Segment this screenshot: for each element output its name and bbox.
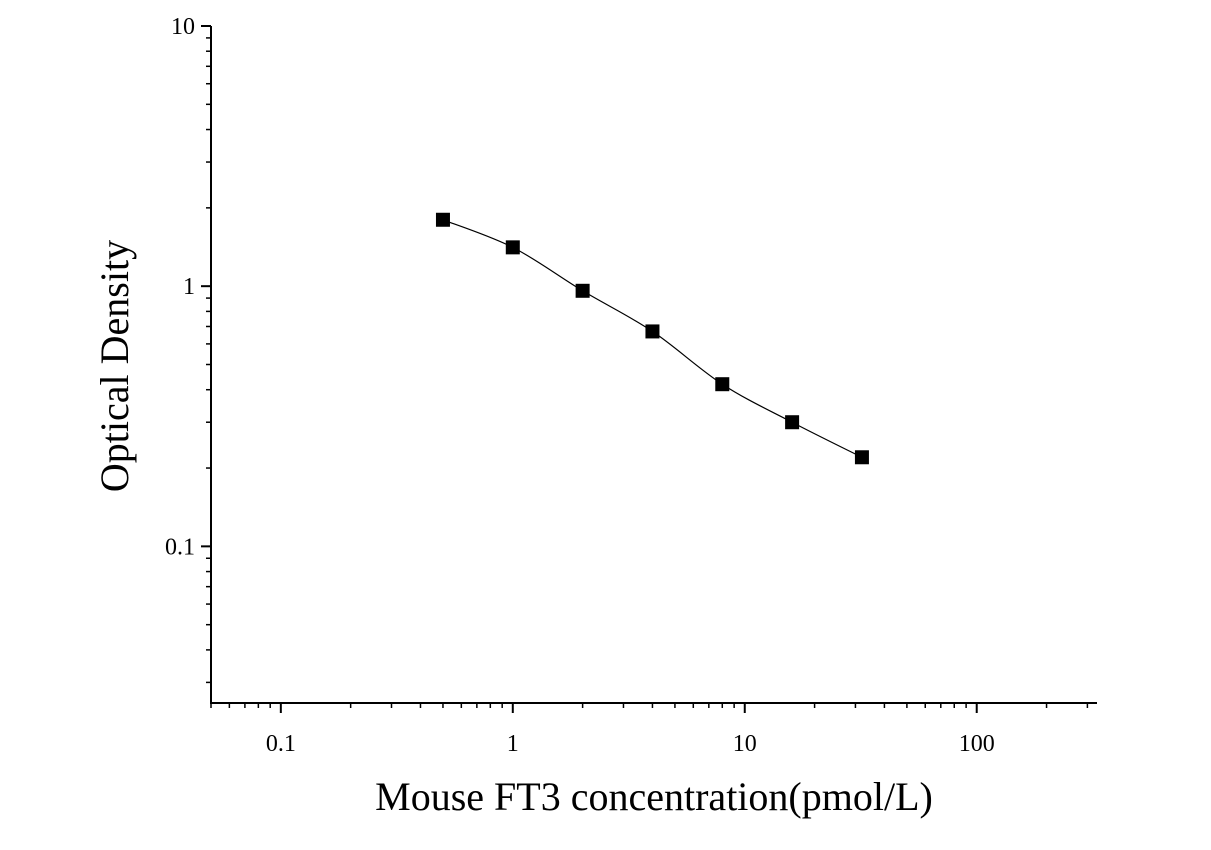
data-point <box>645 324 660 339</box>
data-point <box>505 240 520 255</box>
y-axis-title: Optical Density <box>92 240 137 492</box>
y-tick-label: 0.1 <box>165 534 195 560</box>
y-tick-label: 1 <box>183 274 195 300</box>
x-tick-label: 1 <box>507 731 519 757</box>
data-point <box>854 450 869 465</box>
data-point <box>715 377 730 392</box>
y-tick-label: 10 <box>171 14 195 40</box>
data-point <box>435 212 450 227</box>
x-axis-title: Mouse FT3 concentration(pmol/L) <box>375 774 933 819</box>
x-tick-label: 100 <box>959 731 995 757</box>
data-point <box>785 415 800 430</box>
x-tick-label: 0.1 <box>266 731 296 757</box>
data-point <box>575 283 590 298</box>
x-tick-label: 10 <box>733 731 757 757</box>
